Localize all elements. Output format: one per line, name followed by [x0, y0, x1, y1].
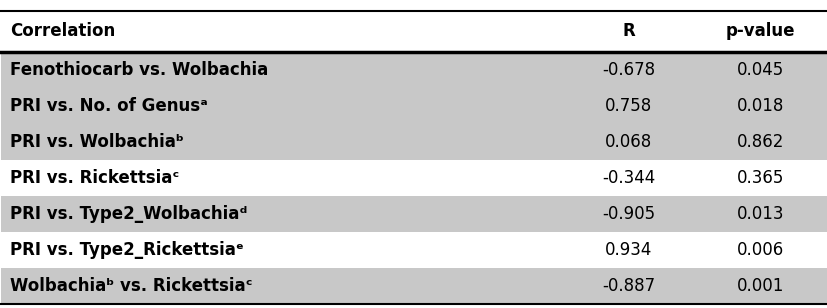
Text: PRI vs. Wolbachiaᵇ: PRI vs. Wolbachiaᵇ: [10, 133, 184, 151]
Text: -0.678: -0.678: [601, 61, 654, 79]
FancyBboxPatch shape: [2, 232, 825, 268]
FancyBboxPatch shape: [2, 160, 825, 196]
Text: PRI vs. Type2_Rickettsiaᵉ: PRI vs. Type2_Rickettsiaᵉ: [10, 241, 243, 259]
FancyBboxPatch shape: [2, 268, 825, 304]
FancyBboxPatch shape: [2, 10, 825, 52]
Text: 0.018: 0.018: [736, 97, 783, 115]
Text: Fenothiocarb vs. Wolbachia: Fenothiocarb vs. Wolbachia: [10, 61, 268, 79]
Text: PRI vs. Type2_Wolbachiaᵈ: PRI vs. Type2_Wolbachiaᵈ: [10, 205, 246, 223]
Text: 0.758: 0.758: [605, 97, 652, 115]
Text: 0.934: 0.934: [605, 241, 652, 259]
Text: Wolbachiaᵇ vs. Rickettsiaᶜ: Wolbachiaᵇ vs. Rickettsiaᶜ: [10, 277, 252, 295]
Text: R: R: [621, 22, 634, 40]
Text: 0.006: 0.006: [736, 241, 783, 259]
Text: PRI vs. Rickettsiaᶜ: PRI vs. Rickettsiaᶜ: [10, 169, 179, 187]
Text: 0.013: 0.013: [736, 205, 783, 223]
Text: PRI vs. No. of Genusᵃ: PRI vs. No. of Genusᵃ: [10, 97, 207, 115]
Text: -0.905: -0.905: [601, 205, 654, 223]
FancyBboxPatch shape: [2, 124, 825, 160]
Text: -0.344: -0.344: [601, 169, 654, 187]
Text: 0.365: 0.365: [736, 169, 783, 187]
FancyBboxPatch shape: [2, 88, 825, 124]
Text: 0.862: 0.862: [736, 133, 783, 151]
Text: 0.045: 0.045: [736, 61, 783, 79]
Text: 0.068: 0.068: [605, 133, 652, 151]
Text: -0.887: -0.887: [601, 277, 654, 295]
FancyBboxPatch shape: [2, 52, 825, 88]
Text: p-value: p-value: [725, 22, 795, 40]
Text: Correlation: Correlation: [10, 22, 115, 40]
Text: 0.001: 0.001: [736, 277, 783, 295]
FancyBboxPatch shape: [2, 196, 825, 232]
